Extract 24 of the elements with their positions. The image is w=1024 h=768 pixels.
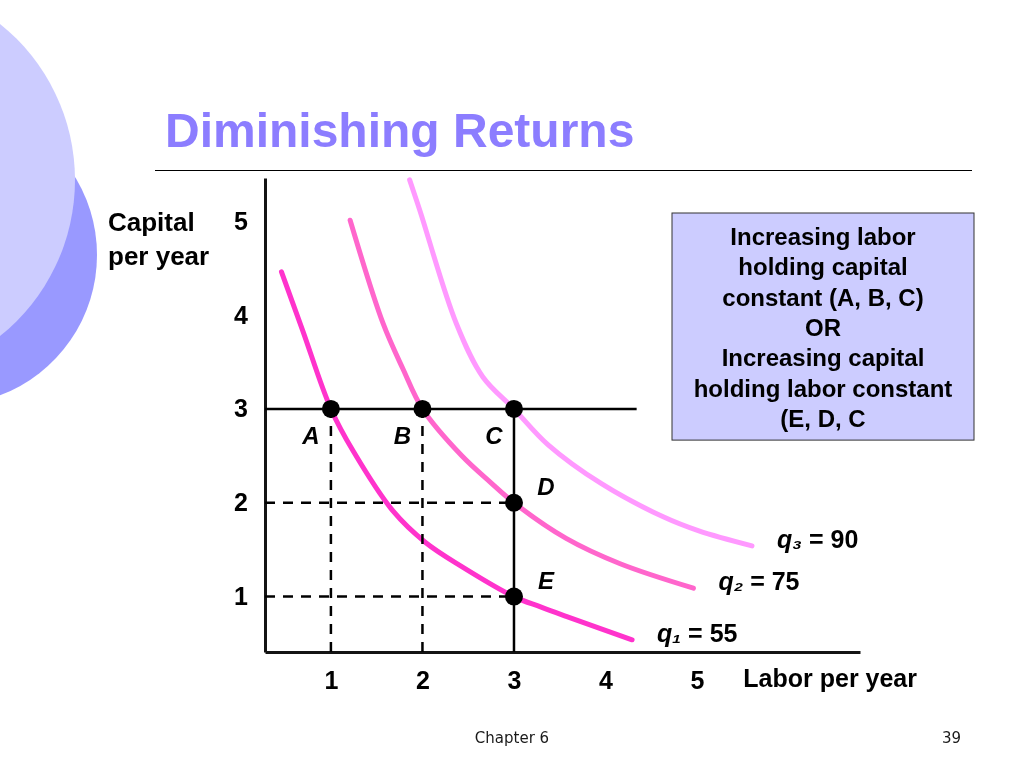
y-tick-label: 4 — [234, 300, 249, 329]
annotation: D — [537, 473, 555, 501]
annotation: Increasing labor holding capital constant (A, B, C) OR Increasing capital holding labor constant (E, D, C — [693, 223, 953, 432]
x-tick-label: 3 — [507, 665, 522, 694]
series-label: q₁ = 55 — [657, 618, 738, 647]
text: 39 — [941, 729, 961, 747]
text: Chapter 6 — [474, 729, 550, 747]
y-tick-label: 1 — [234, 582, 249, 611]
annotation: A — [301, 422, 320, 450]
annotation: C — [485, 422, 504, 450]
series-label: q₂ = 75 — [718, 567, 800, 596]
x-tick-label: 2 — [415, 665, 430, 694]
y-axis-title: Capital per year — [108, 207, 210, 271]
annotation: E — [537, 567, 555, 595]
chart-title: Diminishing Returns — [165, 104, 635, 157]
y-tick-label: 5 — [234, 206, 249, 235]
x-axis-title: Labor per year — [743, 664, 918, 692]
y-tick-label: 2 — [234, 488, 248, 517]
annotation: B — [393, 422, 412, 450]
y-tick-label: 3 — [234, 394, 248, 423]
x-tick-label: 1 — [324, 665, 339, 694]
series-label: q₃ = 90 — [776, 524, 859, 553]
x-tick-label: 4 — [599, 665, 614, 694]
x-tick-label: 5 — [690, 665, 705, 694]
